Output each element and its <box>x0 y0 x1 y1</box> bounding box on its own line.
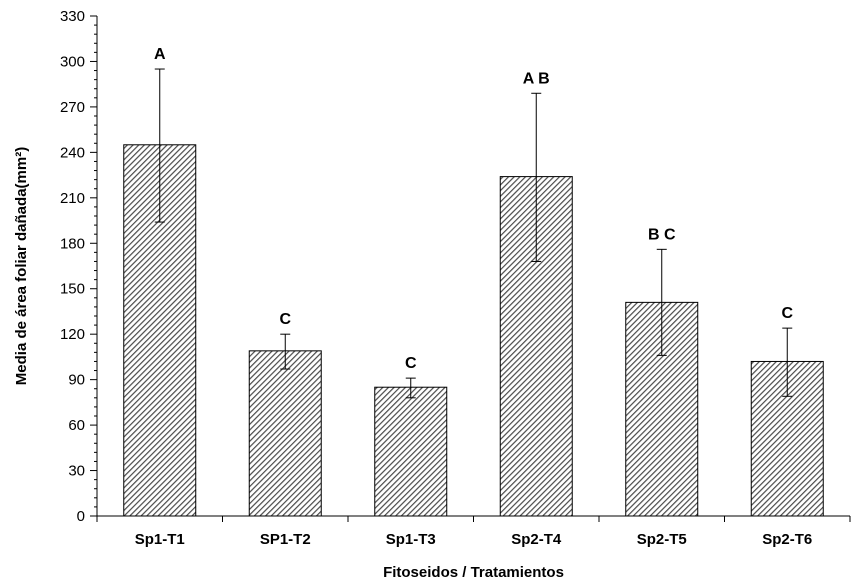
y-tick-label: 270 <box>60 99 85 116</box>
y-axis-title: Media de área foliar dañada(mm²) <box>13 147 30 385</box>
x-category-label: Sp2-T6 <box>762 531 812 548</box>
y-tick-label: 210 <box>60 190 85 207</box>
x-axis: Sp1-T1 SP1-T2 Sp1-T3 Sp2-T4 Sp2-T5 Sp2-T6 <box>96 515 851 548</box>
significance-label: A <box>154 46 166 63</box>
bar-sp1-t2 <box>248 350 322 517</box>
x-category-label: Sp1-T1 <box>135 531 185 548</box>
y-tick-label: 30 <box>68 463 85 480</box>
y-tick-label: 120 <box>60 326 85 343</box>
significance-label: A B <box>523 70 550 87</box>
x-axis-title: Fitoseidos / Tratamientos <box>383 564 564 581</box>
y-tick-label: 180 <box>60 235 85 252</box>
significance-labels: A C C A B B C C <box>154 46 794 372</box>
y-tick-label: 90 <box>68 372 85 389</box>
bar-sp1-t3 <box>374 386 448 517</box>
x-category-label: Sp2-T4 <box>511 531 562 548</box>
y-tick-label: 60 <box>68 417 85 434</box>
y-tick-label: 150 <box>60 281 85 298</box>
bars <box>123 144 824 517</box>
y-tick-label: 300 <box>60 53 85 70</box>
x-category-label: SP1-T2 <box>260 531 311 548</box>
y-tick-label: 240 <box>60 144 85 161</box>
x-category-label: Sp2-T5 <box>637 531 687 548</box>
significance-label: C <box>279 311 291 328</box>
y-axis: 0 30 60 90 120 150 180 210 240 270 300 330 <box>60 8 98 525</box>
significance-label: C <box>781 305 793 322</box>
y-tick-label: 330 <box>60 8 85 25</box>
error-bars <box>154 68 793 399</box>
y-tick-label: 0 <box>77 508 85 525</box>
x-category-label: Sp1-T3 <box>386 531 436 548</box>
significance-label: B C <box>648 226 676 243</box>
significance-label: C <box>405 355 417 372</box>
